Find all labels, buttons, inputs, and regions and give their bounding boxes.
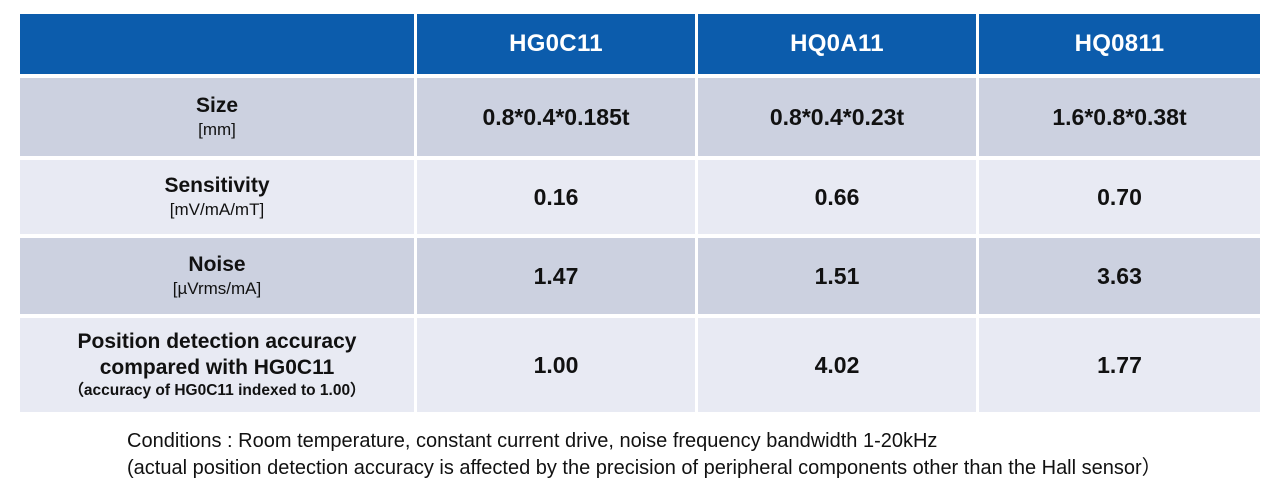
- position-accuracy-value-hq0811: 1.77: [979, 318, 1260, 412]
- noise-value-hq0a11: 1.51: [698, 238, 976, 314]
- row-header-position-accuracy: Position detection accuracy compared wit…: [20, 318, 414, 412]
- conditions-line-2: (actual position detection accuracy is a…: [127, 457, 1162, 479]
- sensitivity-value-hq0a11: 0.66: [698, 160, 976, 234]
- row-header-noise: Noise [µVrms/mA]: [20, 238, 414, 314]
- row-unit: [mm]: [198, 120, 236, 139]
- header-corner-cell: [20, 14, 414, 74]
- noise-value-hq0811: 3.63: [979, 238, 1260, 314]
- row-label: Size: [195, 94, 239, 117]
- row-label: Position detection accuracy compared wit…: [77, 330, 357, 379]
- row-header-size: Size [mm]: [20, 78, 414, 156]
- conditions-note: Conditions : Room temperature, constant …: [127, 428, 1162, 482]
- size-value-hg0c11: 0.8*0.4*0.185t: [417, 78, 695, 156]
- row-unit: [mV/mA/mT]: [169, 200, 265, 219]
- row-note: （accuracy of HG0C11 indexed to 1.00）: [68, 382, 366, 399]
- column-header-hg0c11: HG0C11: [417, 14, 695, 74]
- row-label: Sensitivity: [164, 174, 270, 197]
- size-value-hq0a11: 0.8*0.4*0.23t: [698, 78, 976, 156]
- column-header-hq0811: HQ0811: [979, 14, 1260, 74]
- row-header-sensitivity: Sensitivity [mV/mA/mT]: [20, 160, 414, 234]
- comparison-table: HG0C11 HQ0A11 HQ0811 Size [mm] 0.8*0.4*0…: [20, 14, 1260, 412]
- row-label: Noise: [188, 253, 246, 276]
- position-accuracy-value-hq0a11: 4.02: [698, 318, 976, 412]
- sensitivity-value-hg0c11: 0.16: [417, 160, 695, 234]
- noise-value-hg0c11: 1.47: [417, 238, 695, 314]
- conditions-line-1: Conditions : Room temperature, constant …: [127, 430, 938, 452]
- row-unit: [µVrms/mA]: [172, 279, 262, 298]
- sensitivity-value-hq0811: 0.70: [979, 160, 1260, 234]
- position-accuracy-value-hg0c11: 1.00: [417, 318, 695, 412]
- size-value-hq0811: 1.6*0.8*0.38t: [979, 78, 1260, 156]
- column-header-hq0a11: HQ0A11: [698, 14, 976, 74]
